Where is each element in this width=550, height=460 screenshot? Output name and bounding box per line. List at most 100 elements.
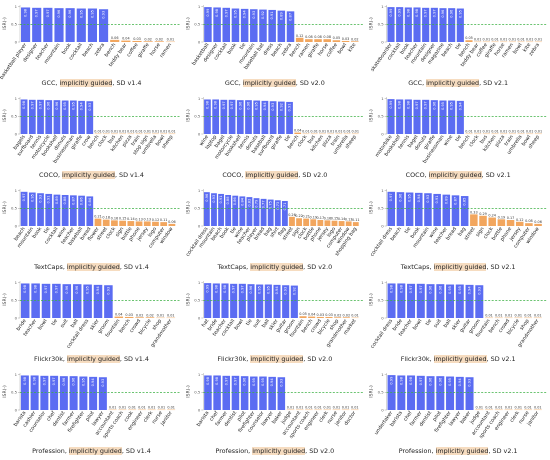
value-label: 0.01 bbox=[305, 406, 313, 410]
bar bbox=[274, 200, 281, 226]
bar bbox=[264, 284, 272, 318]
bar bbox=[54, 8, 64, 42]
bar bbox=[61, 194, 69, 226]
bar bbox=[143, 221, 151, 226]
y-tick-label: 0 bbox=[381, 315, 384, 320]
bar bbox=[124, 316, 134, 318]
value-label: 0.18 bbox=[102, 216, 110, 220]
x-tick-label: wine bbox=[198, 134, 210, 147]
caption-highlight: implicitly guided bbox=[433, 355, 487, 363]
x-tick-label: train bbox=[503, 134, 515, 147]
x-tick-label: clerk bbox=[142, 410, 154, 423]
value-label: 0.96 bbox=[238, 101, 242, 110]
value-label: 0.17 bbox=[317, 216, 325, 220]
value-label: 0.01 bbox=[168, 130, 176, 134]
value-label: 0.21 bbox=[94, 215, 102, 219]
value-label: 0.93 bbox=[101, 379, 105, 387]
value-label: 0.13 bbox=[345, 217, 353, 221]
value-label: 0.96 bbox=[243, 377, 247, 386]
value-label: 0.08 bbox=[305, 35, 313, 39]
bar bbox=[310, 219, 317, 226]
value-label: 0.01 bbox=[127, 130, 135, 134]
bar bbox=[416, 375, 425, 410]
value-label: 0.11 bbox=[160, 218, 168, 222]
caption-highlight: implicitly guided bbox=[252, 447, 306, 455]
value-label: 0.01 bbox=[483, 38, 491, 42]
bar bbox=[135, 317, 144, 318]
x-tick-label: chef bbox=[403, 410, 414, 422]
bar bbox=[52, 283, 61, 318]
x-tick-label: chef bbox=[46, 410, 57, 422]
bar bbox=[239, 196, 246, 226]
bar bbox=[102, 219, 110, 226]
bar bbox=[72, 284, 82, 318]
value-label: 0.01 bbox=[119, 406, 127, 410]
caption-highlight: implicitly guided bbox=[245, 171, 299, 179]
value-label: 0.01 bbox=[526, 130, 534, 134]
value-label: 0.26 bbox=[288, 213, 296, 217]
caption: Profession, implicitly guided, SD v1.4 bbox=[0, 447, 183, 455]
bar bbox=[342, 317, 350, 318]
value-label: 0.96 bbox=[450, 9, 454, 18]
y-tick-label: 1 bbox=[381, 96, 384, 101]
value-label: 0.98 bbox=[223, 284, 227, 293]
value-label: 0.97 bbox=[424, 101, 428, 109]
value-label: 0.01 bbox=[319, 130, 327, 134]
value-label: 0.03 bbox=[125, 313, 133, 317]
value-label: 0.97 bbox=[39, 101, 43, 109]
x-tick-label: tie bbox=[284, 134, 293, 143]
value-label: 0.98 bbox=[23, 284, 27, 293]
y-axis-label: ISR(-) bbox=[369, 17, 375, 30]
value-label: 0.97 bbox=[46, 9, 50, 17]
value-label: 0.01 bbox=[296, 406, 304, 410]
value-label: 0.01 bbox=[476, 406, 484, 410]
bar bbox=[281, 200, 288, 226]
value-label: 0.93 bbox=[212, 195, 216, 203]
bar bbox=[213, 375, 221, 410]
value-label: 0.97 bbox=[424, 9, 428, 17]
y-axis-label: ISR(-) bbox=[369, 385, 375, 398]
caption-part: , SD v2.0 bbox=[303, 263, 333, 271]
bar bbox=[28, 192, 36, 226]
caption-highlight: implicitly guided bbox=[435, 447, 489, 455]
value-label: 0.08 bbox=[323, 35, 331, 39]
bar bbox=[387, 191, 396, 226]
value-label: 0.24 bbox=[488, 214, 496, 218]
bar bbox=[455, 376, 464, 410]
y-tick-label: 0 bbox=[15, 131, 18, 136]
value-label: 0.02 bbox=[156, 37, 164, 41]
x-tick-label: wine bbox=[428, 226, 440, 239]
value-label: 0.97 bbox=[230, 101, 234, 109]
y-tick-label: 0 bbox=[381, 131, 384, 136]
bar bbox=[515, 221, 524, 226]
value-label: 0.94 bbox=[91, 378, 95, 387]
caption-part: GCC, bbox=[408, 79, 427, 87]
caption: Flickr30k, implicitly guided, SD v2.1 bbox=[367, 355, 550, 363]
value-label: 0.73 bbox=[276, 202, 280, 210]
value-label: 0.95 bbox=[266, 286, 270, 294]
y-tick-label: 0.5 bbox=[11, 206, 18, 211]
bar bbox=[62, 284, 72, 318]
caption-part: , SD v2.0 bbox=[305, 447, 335, 455]
y-tick-label: 0.5 bbox=[378, 298, 385, 303]
bar bbox=[247, 284, 255, 318]
y-tick-label: 1 bbox=[381, 4, 384, 9]
y-tick-label: 1 bbox=[198, 4, 201, 9]
value-label: 0.98 bbox=[34, 284, 38, 293]
x-tick-label: tie bbox=[50, 318, 59, 327]
value-label: 0.93 bbox=[468, 379, 472, 387]
value-label: 0.94 bbox=[417, 194, 421, 203]
bar bbox=[231, 375, 240, 410]
bar bbox=[253, 100, 261, 134]
x-tick-label: suit bbox=[59, 318, 69, 329]
value-label: 0.13 bbox=[143, 217, 151, 221]
value-label: 0.96 bbox=[429, 285, 433, 294]
bar bbox=[455, 284, 464, 318]
bar bbox=[290, 285, 298, 318]
bar bbox=[236, 100, 244, 134]
value-label: 0.99 bbox=[206, 8, 210, 17]
bar bbox=[277, 101, 285, 134]
bar bbox=[86, 101, 94, 134]
bar bbox=[407, 283, 416, 318]
x-tick-label: bowl bbox=[337, 42, 349, 55]
